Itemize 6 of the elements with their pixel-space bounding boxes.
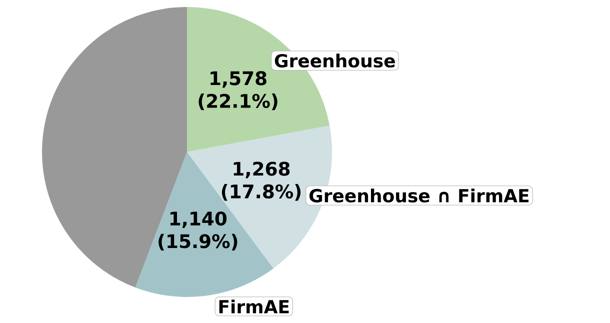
slice-label: Greenhouse xyxy=(274,54,395,68)
slice-label: FirmAE xyxy=(219,300,289,314)
slice-label: Greenhouse ∩ FirmAE xyxy=(309,188,529,202)
data-label: 1,578 (22.1%) xyxy=(198,71,278,110)
data-label: 1,140 (15.9%) xyxy=(158,211,238,250)
data-label: 1,268 (17.8%) xyxy=(222,162,301,201)
